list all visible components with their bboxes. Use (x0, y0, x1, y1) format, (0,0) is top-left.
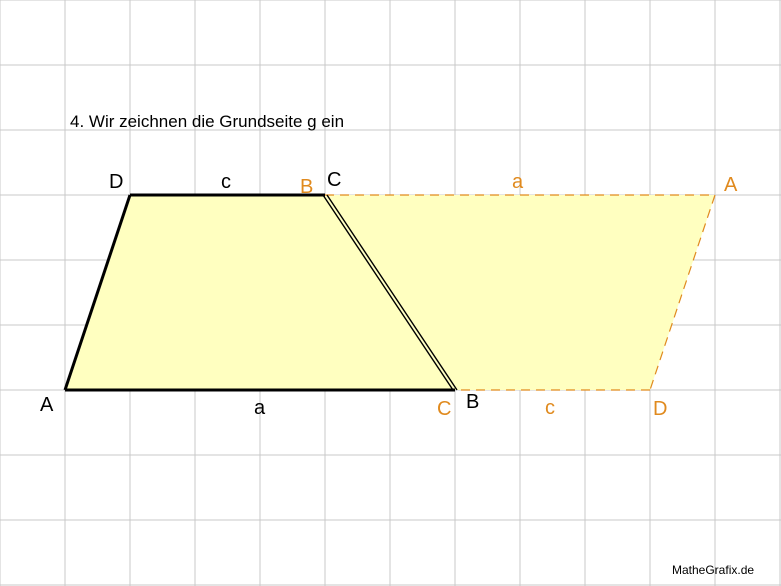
trapezoid-side-right-inner (326, 194, 458, 391)
trapezoid-side-right-outer (322, 194, 454, 391)
side-label-a: a (254, 397, 266, 419)
vertex-label-D: D (109, 171, 123, 193)
rotated-vertex-label-D: D (653, 398, 667, 420)
original-trapezoid-fill (65, 195, 455, 390)
heading: 4. Wir zeichnen die Grundseite g ein (70, 112, 344, 131)
rotated-side-label-a: a (512, 171, 524, 193)
rotated-vertex-label-A: A (724, 174, 738, 196)
vertex-label-C: C (327, 169, 341, 191)
rotated-side-label-c: c (545, 397, 555, 419)
trapezoid-side-left (63, 194, 132, 391)
watermark: MatheGrafix.de (672, 563, 754, 577)
rotated-vertex-label-C: C (437, 398, 451, 420)
side-label-c: c (221, 171, 231, 193)
rotated-side-right (649, 194, 716, 391)
rotated-vertex-label-B: B (300, 176, 313, 198)
vertex-label-B: B (466, 391, 479, 413)
vertex-label-A: A (40, 394, 54, 416)
